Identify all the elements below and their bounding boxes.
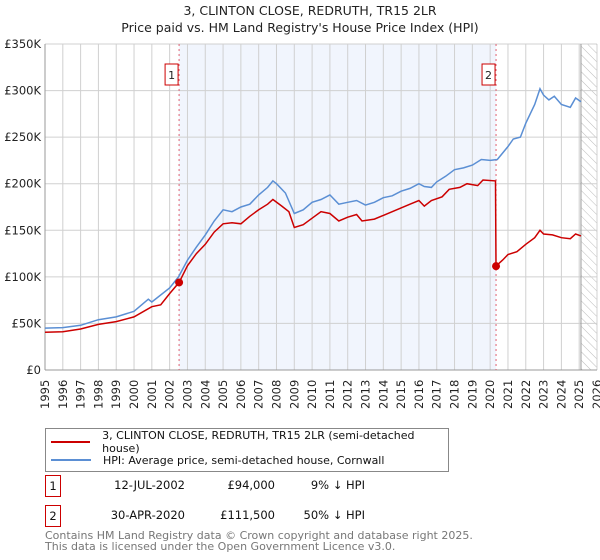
sale-price: £111,500 [220, 508, 275, 522]
sale-row-2: 2 30-APR-2020 £111,500 50% ↓ HPI [45, 505, 465, 527]
sale-date: 12-JUL-2002 [114, 478, 185, 492]
forecast-hatch [580, 44, 597, 370]
x-tick-label: 2013 [359, 380, 373, 409]
x-tick-label: 2015 [394, 380, 408, 409]
legend-swatch-blue [51, 459, 91, 461]
x-tick-label: 2009 [287, 380, 301, 409]
x-tick-label: 1995 [38, 380, 52, 409]
x-tick-label: 2007 [252, 380, 266, 409]
legend-item-property: 3, CLINTON CLOSE, REDRUTH, TR15 2LR (sem… [46, 429, 448, 455]
x-tick-label: 2019 [465, 380, 479, 409]
sale-label-box-1 [164, 63, 179, 86]
y-tick-label: £250K [4, 130, 41, 144]
hpi-line [44, 86, 582, 329]
price-chart: 3, CLINTON CLOSE, REDRUTH, TR15 2LR Pric… [4, 3, 600, 409]
x-tick-label: 2022 [519, 380, 533, 409]
x-tick-label: 1999 [109, 380, 123, 409]
sale-point-1 [175, 278, 184, 287]
ownership-period-shading [179, 44, 497, 370]
sale-hpi-diff: 50% ↓ HPI [303, 508, 365, 522]
sale-marker-1: 1 [45, 475, 61, 497]
footer-line-2: This data is licensed under the Open Gov… [45, 540, 396, 553]
sale-row-1: 1 12-JUL-2002 £94,000 9% ↓ HPI [45, 475, 465, 497]
sale-date: 30-APR-2020 [110, 508, 185, 522]
x-tick-label: 2026 [590, 380, 600, 409]
x-tick-label: 1996 [56, 380, 70, 409]
y-tick-label: £150K [4, 223, 41, 237]
chart-title: 3, CLINTON CLOSE, REDRUTH, TR15 2LR [183, 3, 436, 18]
legend-swatch-red [51, 441, 91, 443]
y-tick-label: £100K [4, 270, 41, 284]
x-tick-label: 2002 [163, 380, 177, 409]
legend-item-hpi: HPI: Average price, semi-detached house,… [46, 451, 384, 469]
x-tick-label: 2024 [554, 380, 568, 409]
y-tick-label: £200K [4, 177, 41, 191]
x-tick-label: 2004 [198, 380, 212, 409]
property-price-line [44, 179, 582, 334]
footer: Contains HM Land Registry data © Crown c… [45, 530, 473, 552]
y-tick-label: £50K [12, 316, 42, 330]
sale-label-2: 2 [485, 69, 492, 82]
x-tick-label: 2003 [180, 380, 194, 409]
y-tick-label: £300K [4, 84, 41, 98]
y-tick-label: £0 [26, 363, 41, 377]
footer-line-1: Contains HM Land Registry data © Crown c… [45, 529, 473, 542]
x-tick-label: 2012 [341, 380, 355, 409]
x-tick-label: 2011 [323, 380, 337, 409]
x-tick-label: 2005 [216, 380, 230, 409]
chart-subtitle: Price paid vs. HM Land Registry's House … [121, 20, 478, 35]
x-tick-label: 2000 [127, 380, 141, 409]
x-tick-label: 1998 [91, 380, 105, 409]
y-tick-label: £350K [4, 37, 41, 51]
sale-marker-2: 2 [45, 505, 61, 527]
legend: 3, CLINTON CLOSE, REDRUTH, TR15 2LR (sem… [45, 428, 449, 472]
sale-hpi-diff: 9% ↓ HPI [310, 478, 365, 492]
x-tick-label: 2014 [376, 380, 390, 409]
sale-label-1: 1 [168, 69, 175, 82]
legend-label-property: 3, CLINTON CLOSE, REDRUTH, TR15 2LR (sem… [102, 429, 415, 455]
x-tick-label: 2021 [501, 380, 515, 409]
x-tick-label: 2001 [145, 380, 159, 409]
x-tick-label: 2017 [430, 380, 444, 409]
x-tick-label: 2006 [234, 380, 248, 409]
legend-label-hpi: HPI: Average price, semi-detached house,… [103, 453, 385, 467]
sale-point-2 [492, 262, 501, 271]
x-tick-label: 2008 [269, 380, 283, 409]
x-tick-label: 2023 [537, 380, 551, 409]
x-tick-label: 2020 [483, 380, 497, 409]
x-tick-label: 2016 [412, 380, 426, 409]
x-tick-label: 1997 [74, 380, 88, 409]
x-tick-label: 2025 [572, 380, 586, 409]
sale-label-box-2 [481, 63, 496, 86]
x-tick-label: 2010 [305, 380, 319, 409]
sale-price: £94,000 [227, 478, 275, 492]
x-tick-label: 2018 [448, 380, 462, 409]
